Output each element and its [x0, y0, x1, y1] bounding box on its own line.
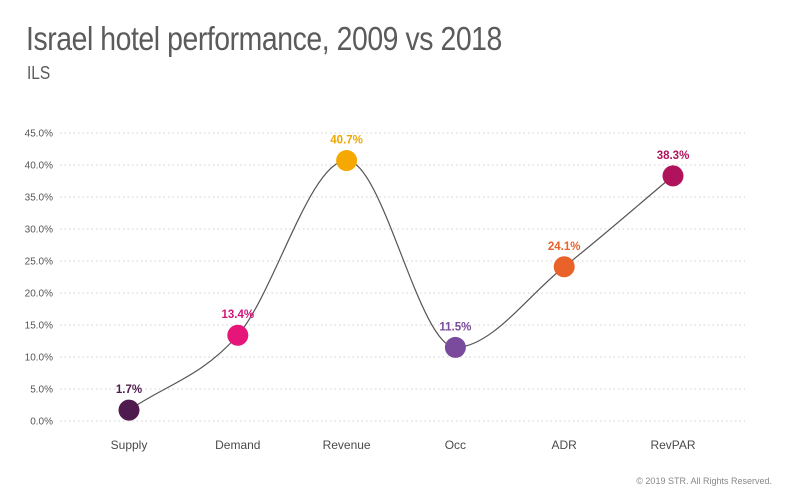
data-label-supply: 1.7% [116, 384, 142, 396]
y-tick-label: 30.0% [25, 225, 53, 236]
chart-title: Israel hotel performance, 2009 vs 2018 [26, 20, 502, 57]
data-point-demand [227, 324, 249, 346]
data-label-revenue: 40.7% [330, 135, 363, 147]
data-points [118, 150, 684, 421]
x-category-label: Demand [215, 438, 260, 452]
y-axis-ticks: 0.0% 5.0% 10.0% 15.0% 20.0% 25.0% 30.0% 35.0% 40… [25, 129, 53, 428]
y-tick-label: 40.0% [25, 161, 53, 172]
x-category-label: RevPAR [650, 438, 695, 452]
y-tick-label: 5.0% [30, 385, 53, 396]
y-tick-label: 35.0% [25, 193, 53, 204]
gridlines [60, 132, 745, 422]
x-category-label: ADR [552, 438, 578, 452]
data-point-revenue [336, 150, 358, 172]
x-category-label: Revenue [323, 438, 371, 452]
data-label-occ: 11.5% [439, 321, 471, 333]
x-category-label: Supply [111, 438, 148, 452]
y-tick-label: 20.0% [25, 289, 53, 300]
data-label-demand: 13.4% [221, 309, 254, 321]
data-label-revpar: 38.3% [657, 150, 690, 162]
data-point-supply [118, 399, 140, 421]
y-tick-label: 25.0% [25, 257, 53, 268]
y-tick-label: 15.0% [25, 321, 53, 332]
copyright-footer: © 2019 STR. All Rights Reserved. [636, 476, 772, 486]
data-point-adr [553, 256, 575, 278]
series-path [128, 159, 674, 411]
chart-subtitle: ILS [27, 63, 51, 83]
y-tick-label: 10.0% [25, 353, 53, 364]
series-line [128, 159, 674, 411]
y-tick-label: 45.0% [25, 129, 53, 140]
x-category-label: Occ [445, 438, 466, 452]
data-point-occ [444, 336, 466, 358]
data-point-revpar [662, 165, 684, 187]
data-labels: 1.7% 13.4% 40.7% 11.5% 24.1% 38.3% [116, 135, 689, 397]
x-axis-categories: Supply Demand Revenue Occ ADR RevPAR [111, 438, 696, 452]
data-label-adr: 24.1% [548, 241, 581, 253]
y-tick-label: 0.0% [30, 417, 53, 428]
